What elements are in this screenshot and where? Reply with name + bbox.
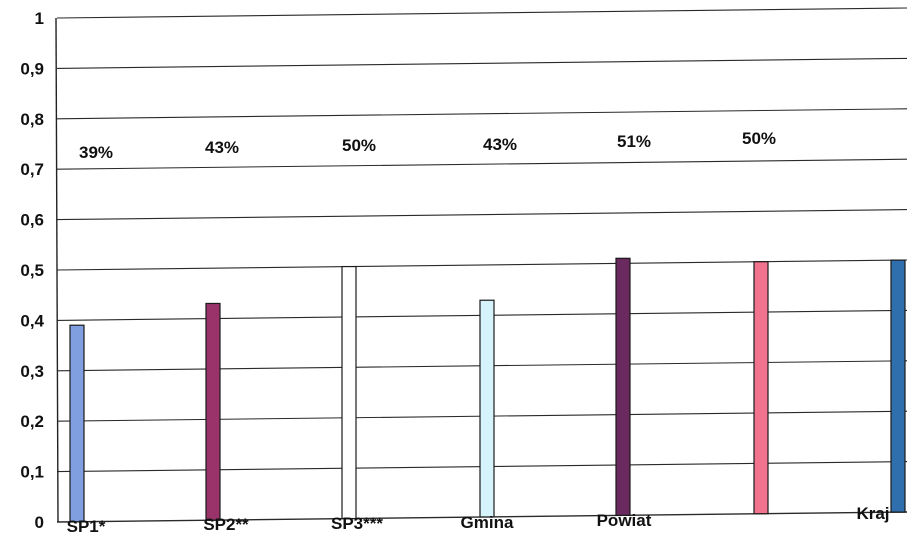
data-label: 39% [79,143,113,162]
x-category-label: SP1* [67,517,106,535]
y-tick-label: 0,5 [20,261,44,280]
x-axis-category-layer: SP1* SP2** SP3*** Gmina Powiat Kraj [67,504,890,535]
y-tick-label: 0,3 [20,362,44,381]
gridline [56,7,907,19]
data-label: 51% [617,132,651,151]
y-tick-label: 1 [35,9,44,28]
x-category-label: Gmina [461,513,514,532]
x-category-label: SP2** [203,515,249,534]
bar [479,299,495,518]
bar-layer [69,257,906,523]
y-tick-label: 0,8 [20,110,44,129]
y-tick-label: 0,4 [20,311,44,330]
bar [341,265,357,520]
bar [69,324,85,523]
y-tick-label: 0,6 [20,211,44,230]
x-category-label: Powiat [597,511,652,530]
gridline [56,158,907,170]
bar [205,302,221,521]
y-tick-label: 0,9 [20,59,44,78]
bar [753,261,769,515]
data-label: 43% [483,135,517,154]
gridline [56,209,907,221]
y-axis-tick-layer: 0 0,1 0,2 0,3 0,4 0,5 0,6 0,7 0,8 0,9 1 [20,9,44,532]
gridline [56,57,907,69]
y-axis-line [55,17,59,523]
data-label-layer: 39% 43% 50% 43% 51% 50% [79,129,776,162]
data-label: 43% [205,138,239,157]
x-category-label: Kraj [856,504,889,523]
data-label: 50% [342,136,376,155]
data-label: 50% [742,129,776,148]
y-tick-label: 0,7 [20,160,44,179]
bar [615,257,631,516]
gridline [56,259,907,271]
bar [890,259,906,513]
y-tick-label: 0,1 [20,463,44,482]
gridline [56,108,907,120]
x-category-label: SP3*** [331,514,383,533]
y-tick-label: 0 [35,513,44,532]
y-tick-label: 0,2 [20,412,44,431]
